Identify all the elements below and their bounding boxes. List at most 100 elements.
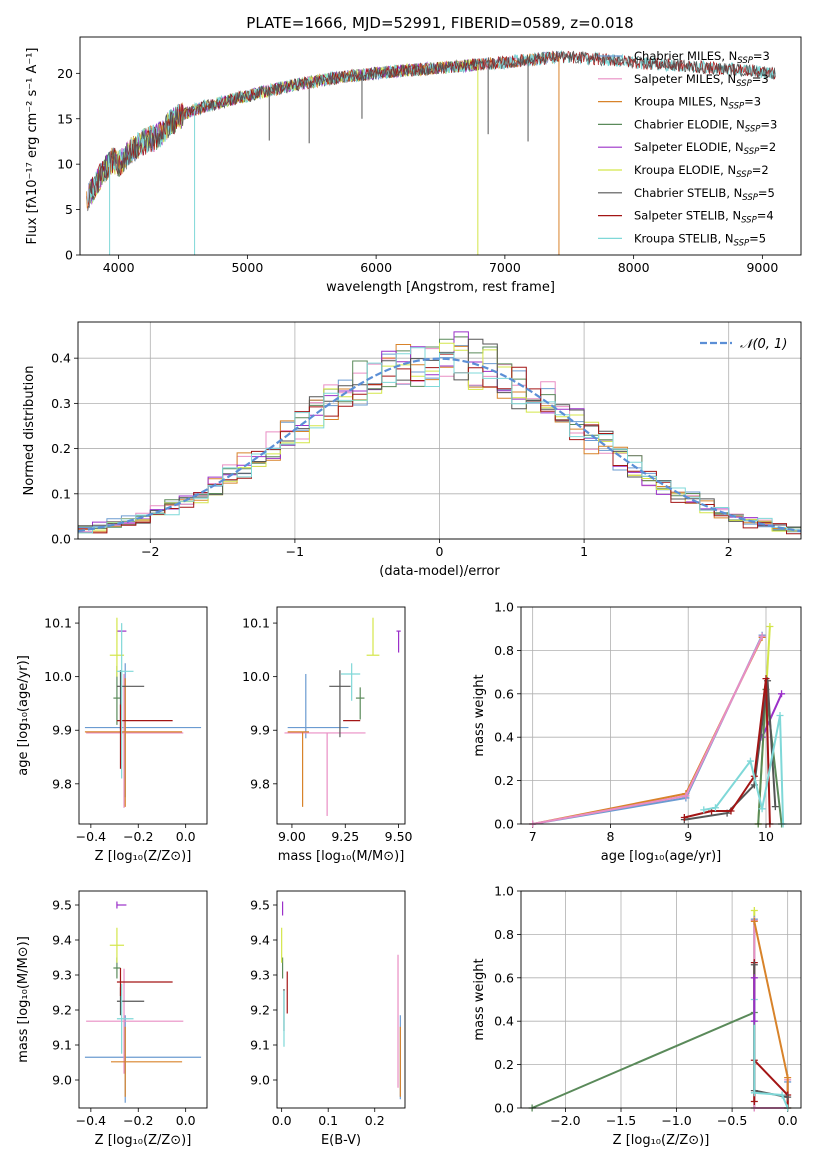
- errorbar-point: [287, 673, 349, 739]
- y-tick-label: 0.4: [494, 730, 514, 745]
- mass-weight-marker: [750, 1089, 758, 1097]
- spectrum-line: [87, 50, 776, 210]
- y-tick-label: 0.8: [494, 927, 514, 942]
- y-tick-label: 0.2: [494, 1057, 514, 1072]
- mass-weight-line: [684, 678, 771, 825]
- y-tick-label: 9.5: [250, 898, 270, 913]
- mass-weight-marker: [750, 1017, 758, 1025]
- y-tick-label: 9.0: [250, 1073, 270, 1088]
- x-tick-label: 0.2: [365, 1113, 385, 1128]
- residuals-panel: −2 −1 0 1 2 0.0 0.1 0.2 0.3 0.4 (data-model)/error…: [22, 321, 802, 579]
- x-tick-label: 6000: [360, 260, 392, 275]
- age_vs_Z-panel: −0.4 −0.2 0.0 9.8 9.9 10.0 10.1 Z [log₁₀(Z/Z⊙)]…: [16, 606, 208, 864]
- y-tick-label: 5: [65, 202, 73, 217]
- mass-weight-marker: [682, 792, 690, 800]
- x-tick-label: −1.5: [606, 1113, 636, 1128]
- x-axis-label: wavelength [Angstrom, rest frame]: [326, 280, 555, 295]
- y-tick-label: 0: [65, 248, 73, 263]
- errorbar-point: [86, 673, 184, 808]
- errorbar-point: [116, 968, 173, 996]
- figure-title: PLATE=1666, MJD=52991, FIBERID=0589, z=0…: [246, 14, 633, 32]
- errorbar-point: [116, 901, 127, 909]
- x-axis-label: (data-model)/error: [379, 564, 500, 579]
- errorbar-point: [396, 630, 401, 653]
- y-tick-label: 0.4: [51, 351, 71, 366]
- x-tick-label: 7: [529, 829, 537, 844]
- y-axis-label: Flux [fλ10⁻¹⁷ erg cm⁻² s⁻¹ A⁻¹]: [25, 48, 40, 245]
- mass-weight-line: [753, 962, 789, 1108]
- x-tick-label: 9.50: [385, 829, 413, 844]
- mass-weight-marker: [776, 712, 784, 719]
- x-tick-label: −2: [141, 544, 159, 559]
- y-tick-label: 0.1: [51, 486, 71, 501]
- y-tick-label: 9.3: [52, 968, 72, 983]
- y-tick-label: 15: [57, 111, 73, 126]
- x-tick-label: −1.0: [661, 1113, 691, 1128]
- y-tick-label: 0.3: [51, 396, 71, 411]
- x-tick-label: 4000: [103, 260, 135, 275]
- y-tick-label: 9.9: [52, 723, 72, 738]
- axes-frame: [78, 606, 208, 825]
- y-tick-label: 0.0: [494, 1101, 514, 1116]
- legend-entry: Kroupa MILES, NSSP=3: [634, 95, 761, 112]
- errorbar-point: [84, 678, 183, 807]
- axes-frame: [276, 890, 406, 1109]
- errorbar-point: [109, 927, 125, 963]
- y-tick-label: 10: [57, 157, 73, 172]
- errorbar-point: [329, 670, 351, 738]
- errorbar-point: [84, 663, 202, 798]
- y-tick-label: 9.1: [52, 1038, 72, 1053]
- x-tick-label: 0.0: [778, 1113, 798, 1128]
- mass-weight-marker: [784, 1093, 792, 1101]
- y-tick-label: 0.4: [494, 1014, 514, 1029]
- y-tick-label: 0.6: [494, 686, 514, 701]
- x-axis-label: age [log₁₀(age/yr)]: [601, 849, 722, 864]
- x-axis-label: mass [log₁₀(M/M⊙)]: [278, 849, 405, 864]
- legend-entry: Kroupa ELODIE, NSSP=2: [634, 163, 769, 180]
- y-tick-label: 0.6: [494, 970, 514, 985]
- x-tick-label: 2: [725, 544, 733, 559]
- y-tick-label: 9.8: [52, 776, 72, 791]
- legend-entry: 𝒩(0, 1): [740, 337, 787, 352]
- mass-weight-marker: [746, 757, 754, 765]
- axes-frame: [77, 321, 802, 540]
- mass-weight-marker: [758, 805, 766, 813]
- mass-weight-marker: [727, 807, 735, 815]
- errorbar-point: [111, 1026, 183, 1097]
- mass-weight-marker: [778, 690, 786, 698]
- age_vs_mass-panel: 9.00 9.25 9.50 9.8 9.9 10.0 10.1 mass [log₁₀(M/…: [242, 606, 413, 864]
- errorbar-point: [116, 983, 134, 1054]
- errorbar-point: [116, 623, 134, 779]
- mass-weight-marker: [771, 803, 779, 811]
- x-tick-label: 0.1: [318, 1113, 338, 1128]
- errorbar-point: [287, 731, 309, 807]
- y-tick-label: 0.2: [494, 773, 514, 788]
- y-tick-label: 0.2: [51, 441, 71, 456]
- x-tick-label: 9000: [746, 260, 778, 275]
- mass-weight-marker: [750, 974, 758, 982]
- spectrum-legend: Chabrier MILES, NSSP=3 Salpeter MILES, NS…: [598, 49, 777, 248]
- errorbar-point: [86, 968, 184, 1074]
- spectrum-panel: 4000 5000 6000 7000 8000 9000 0 5 10 15 20 waveleng…: [25, 36, 802, 295]
- x-tick-label: 0.0: [176, 829, 196, 844]
- mass_vs_EBV-panel: 0.0 0.1 0.2 9.0 9.1 9.2 9.3 9.4 9.5 E(B-V): [250, 890, 406, 1148]
- x-tick-label: −0.2: [123, 829, 153, 844]
- y-axis-label: mass weight: [472, 958, 487, 1040]
- x-tick-label: −0.5: [717, 1113, 747, 1128]
- legend-entry: Chabrier ELODIE, NSSP=3: [634, 117, 777, 134]
- y-tick-label: 10.0: [44, 669, 72, 684]
- y-tick-label: 9.9: [250, 723, 270, 738]
- y-axis-label: Normed distribution: [22, 366, 37, 496]
- x-tick-label: 9.00: [278, 829, 306, 844]
- x-axis-label: Z [log₁₀(Z/Z⊙)]: [613, 1133, 710, 1148]
- x-axis-label: E(B-V): [321, 1133, 361, 1148]
- mass-weight-line: [761, 693, 783, 738]
- x-tick-label: 0.0: [176, 1113, 196, 1128]
- x-tick-label: −2.0: [550, 1113, 580, 1128]
- y-tick-label: 9.4: [52, 933, 72, 948]
- mass-weight-marker: [784, 1074, 792, 1082]
- errorbar-point: [116, 704, 173, 769]
- y-tick-label: 9.2: [52, 1003, 72, 1018]
- mass-weight-marker: [750, 907, 758, 915]
